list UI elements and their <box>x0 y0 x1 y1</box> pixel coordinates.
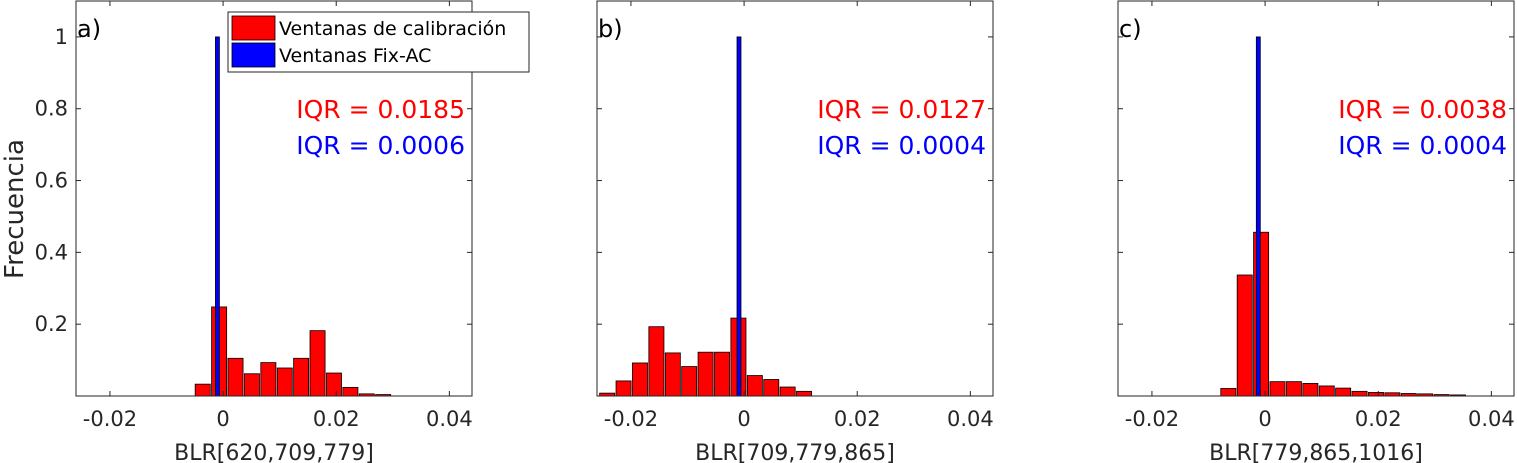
legend-swatch <box>231 42 276 68</box>
x-tick-label: -0.02 <box>83 407 137 431</box>
iqr-annotation: IQR = 0.0185 <box>296 95 465 124</box>
series-fix-ac <box>1255 36 1261 397</box>
bar <box>632 362 648 397</box>
y-tick-label: 0.6 <box>35 169 68 193</box>
bar <box>1302 383 1319 397</box>
y-tick-label: 0.4 <box>35 240 68 264</box>
iqr-annotation: IQR = 0.0038 <box>1338 95 1507 124</box>
x-tick-label: -0.02 <box>1125 407 1179 431</box>
bar <box>697 351 714 397</box>
legend-box <box>227 11 530 73</box>
bar <box>763 379 780 397</box>
x-ticks: -0.02 0 0.02 0.04 <box>604 1 994 431</box>
y-ticks: 0.2 0.4 0.6 0.8 1 <box>35 25 472 336</box>
bar <box>194 383 211 397</box>
bar <box>1351 390 1368 397</box>
legend: Ventanas de calibración Ventanas Fix-AC <box>227 11 530 73</box>
iqr-annotation: IQR = 0.0004 <box>817 131 986 160</box>
panel-label: b) <box>598 15 623 43</box>
panel-2: -0.02 0 0.02 0.04 BLR[709,779,865] b) IQR = 0.… <box>596 0 994 463</box>
bar <box>664 352 681 397</box>
x-axis-label: BLR[779,865,1016] <box>1209 441 1423 463</box>
bar <box>326 372 342 397</box>
bar <box>746 375 763 397</box>
bar <box>276 367 293 397</box>
legend-label: Ventanas Fix-AC <box>279 45 431 67</box>
bar <box>681 366 698 397</box>
series-fix-ac <box>736 36 742 397</box>
bar <box>215 36 220 397</box>
bar <box>1318 385 1335 397</box>
legend-label: Ventanas de calibración <box>279 18 506 40</box>
bar <box>1255 36 1261 397</box>
bar <box>1253 231 1270 397</box>
x-tick-label: 0 <box>1258 407 1271 431</box>
series-fix-ac <box>215 36 220 397</box>
bar <box>260 362 277 397</box>
axes-box <box>75 0 473 397</box>
bar <box>1368 392 1384 397</box>
bar <box>227 357 244 397</box>
legend-swatch <box>231 15 276 41</box>
panel-3: -0.02 0 0.02 0.04 BLR[779,865,1016] c) IQR = 0… <box>1117 0 1515 463</box>
bar <box>293 357 310 397</box>
x-tick-label: 0.04 <box>1468 407 1515 431</box>
x-tick-label: 0.02 <box>1355 407 1402 431</box>
bar <box>1220 388 1237 397</box>
iqr-annotation: IQR = 0.0006 <box>296 131 465 160</box>
bar <box>615 380 632 397</box>
y-ticks <box>1118 36 1514 325</box>
panel-label: a) <box>77 15 101 43</box>
bar <box>1269 381 1286 397</box>
y-ticks <box>597 36 993 325</box>
bar <box>779 386 796 397</box>
x-tick-label: 0 <box>737 407 750 431</box>
bar <box>648 326 665 397</box>
bar <box>243 373 260 397</box>
bar <box>1236 274 1253 397</box>
bar <box>736 36 742 397</box>
bar <box>714 351 730 397</box>
y-axis-label: Frecuencia <box>0 139 30 279</box>
bar <box>1285 381 1302 397</box>
x-tick-label: 0.04 <box>426 407 473 431</box>
series-calibracion <box>194 306 392 397</box>
bar <box>796 390 812 397</box>
x-axis-label: BLR[620,709,779] <box>174 441 374 463</box>
x-tick-label: 0 <box>216 407 229 431</box>
x-tick-label: 0.04 <box>947 407 994 431</box>
panel-1: -0.02 0 0.02 0.04 0.2 0.4 0.6 0.8 1 BLR[620,709,7… <box>35 0 473 463</box>
iqr-annotation: IQR = 0.0004 <box>1338 131 1507 160</box>
x-tick-label: -0.02 <box>604 407 658 431</box>
x-tick-label: 0.02 <box>313 407 360 431</box>
bar <box>309 330 326 397</box>
bar <box>1335 387 1352 397</box>
x-ticks: -0.02 0 0.02 0.04 <box>83 1 473 431</box>
axes-box <box>1117 0 1515 397</box>
axes-box <box>596 0 994 397</box>
iqr-annotation: IQR = 0.0127 <box>817 95 986 124</box>
x-axis-label: BLR[709,779,865] <box>695 441 895 463</box>
x-tick-label: 0.02 <box>834 407 881 431</box>
bar <box>342 386 359 397</box>
y-tick-label: 0.8 <box>35 97 68 121</box>
panel-label: c) <box>1119 15 1142 43</box>
series-calibracion <box>599 317 812 397</box>
y-tick-label: 0.2 <box>35 312 68 336</box>
x-ticks: -0.02 0 0.02 0.04 <box>1125 1 1515 431</box>
y-tick-label: 1 <box>55 25 68 49</box>
